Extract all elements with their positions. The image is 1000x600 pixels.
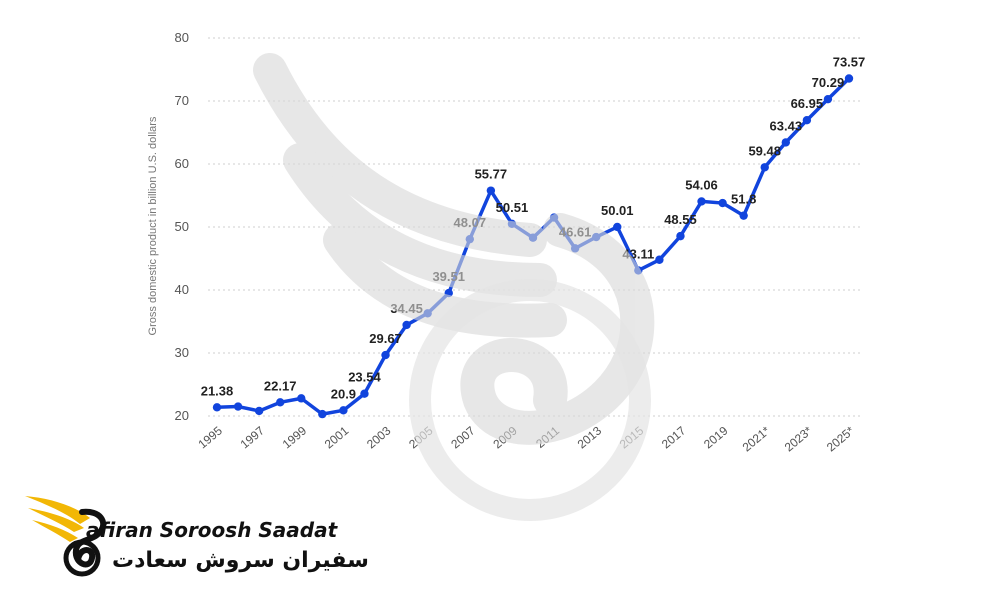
data-point (739, 211, 748, 220)
data-label: 29.67 (369, 331, 402, 346)
data-label: 34.45 (390, 301, 423, 316)
data-label: 59.48 (748, 143, 781, 158)
data-labels: 21.38 22.17 20.923.54 29.67 34.45 39.51 48.07 5… (201, 55, 866, 402)
x-tick-label: 2009 (490, 423, 520, 451)
data-label: 51.8 (731, 192, 756, 207)
data-point (844, 74, 854, 83)
data-point (423, 309, 432, 318)
data-point (402, 320, 411, 330)
data-point (297, 394, 306, 403)
data-point (549, 213, 559, 222)
data-point (528, 233, 538, 242)
brand-name-english: afiran Soroosh Saadat (86, 518, 338, 542)
data-point (381, 350, 390, 360)
data-label: 63.43 (770, 118, 803, 133)
data-label: 21.38 (201, 383, 234, 398)
data-point (613, 222, 622, 232)
x-tick-label: 1995 (195, 423, 225, 451)
data-point (444, 288, 453, 298)
data-point (634, 266, 643, 275)
y-tick-label: 30 (175, 345, 189, 360)
data-point (802, 116, 812, 125)
data-label: 55.77 (475, 167, 508, 182)
data-point (486, 186, 496, 195)
data-label: 23.54 (348, 370, 381, 385)
y-axis-ticks: 20 30 40 50 60 70 80 (175, 30, 189, 423)
y-tick-label: 70 (175, 93, 189, 108)
data-point (760, 163, 769, 172)
eagle-logo-icon (25, 496, 107, 577)
data-label: 73.57 (833, 55, 866, 70)
data-label: 54.06 (685, 177, 718, 192)
gdp-series-line (216, 77, 851, 416)
data-point (212, 403, 222, 412)
data-label: 50.01 (601, 203, 634, 218)
data-point (318, 409, 327, 419)
x-tick-label: 2025* (824, 423, 857, 454)
x-tick-label: 2019 (701, 423, 731, 451)
y-tick-label: 40 (175, 282, 189, 297)
x-tick-label: 2005 (406, 423, 436, 451)
data-point (781, 138, 790, 147)
y-axis-label: Gross domestic product in billion U.S. d… (147, 116, 159, 335)
data-label: 43.11 (622, 246, 654, 261)
x-tick-label: 2017 (659, 423, 689, 451)
data-point (276, 398, 285, 407)
x-tick-label: 2007 (448, 423, 478, 451)
data-point (360, 389, 369, 398)
data-point (676, 231, 685, 241)
y-tick-label: 50 (175, 219, 189, 234)
y-tick-label: 20 (175, 408, 189, 423)
data-label: 48.07 (454, 215, 487, 230)
data-label: 66.95 (791, 96, 824, 111)
data-point (592, 232, 601, 242)
data-point (339, 406, 348, 415)
x-tick-label: 2001 (322, 423, 352, 451)
x-tick-label: 1999 (280, 423, 310, 451)
data-point (718, 198, 727, 208)
x-tick-label: 2003 (364, 423, 394, 451)
data-label: 70.29 (812, 75, 845, 90)
data-point (823, 94, 833, 104)
data-points (212, 74, 854, 419)
brand-name-persian: سفیران سروش سعادت (112, 548, 369, 573)
data-label: 48.55 (664, 212, 697, 227)
data-point (254, 406, 264, 416)
data-point (697, 197, 706, 206)
data-point (570, 244, 580, 253)
x-axis-ticks: 1995 1997 1999 2001 2003 2005 2007 2009 2011 2013… (195, 423, 857, 454)
data-point (655, 255, 664, 264)
data-label: 39.51 (432, 269, 465, 284)
data-point (507, 219, 517, 228)
x-tick-label: 1997 (238, 423, 268, 451)
y-tick-label: 80 (175, 30, 189, 45)
y-tick-label: 60 (175, 156, 189, 171)
x-tick-label: 2011 (533, 423, 562, 451)
data-label: 22.17 (264, 378, 297, 393)
x-tick-label: 2021* (740, 423, 773, 454)
gridlines (208, 37, 860, 417)
x-tick-label: 2023* (782, 423, 815, 454)
data-point (465, 234, 474, 244)
brand-logo: afiran Soroosh Saadat سفیران سروش سعادت (20, 488, 369, 583)
data-point (233, 402, 243, 411)
data-label: 46.61 (559, 224, 592, 239)
x-tick-label: 2015 (617, 423, 647, 451)
x-tick-label: 2013 (575, 423, 605, 451)
data-label: 20.9 (331, 386, 356, 401)
data-label: 50.51 (496, 200, 529, 215)
